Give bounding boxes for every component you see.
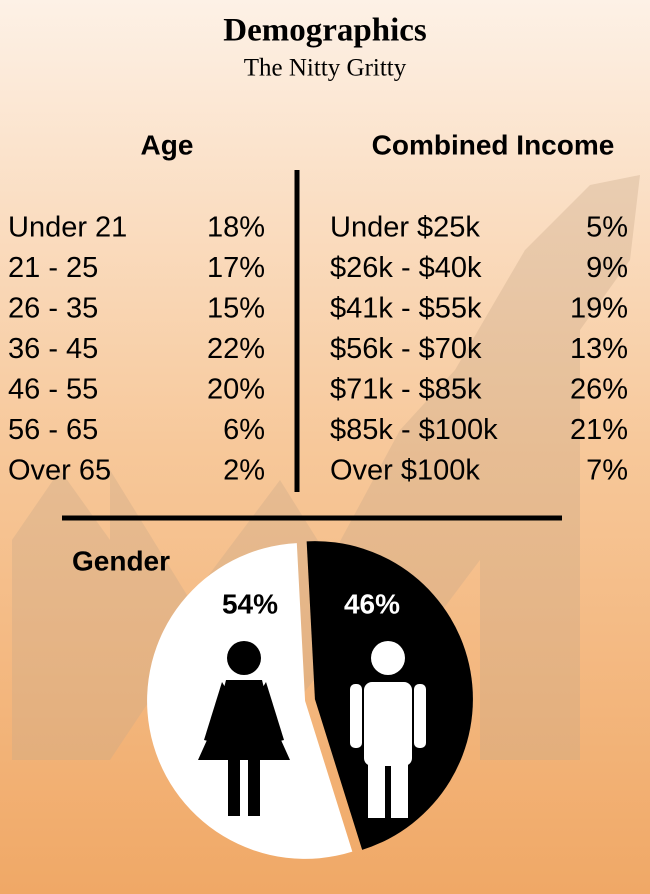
row-label: $85k - $100k bbox=[330, 414, 498, 446]
row-label: 36 - 45 bbox=[8, 333, 98, 365]
pie-label: 54% bbox=[222, 588, 278, 619]
subtitle: The Nitty Gritty bbox=[244, 55, 407, 82]
row-label: 21 - 25 bbox=[8, 252, 98, 284]
row-value: 22% bbox=[207, 333, 265, 365]
row-label: $26k - $40k bbox=[330, 252, 482, 284]
row-value: 15% bbox=[207, 293, 265, 325]
row-value: 7% bbox=[586, 455, 628, 487]
income-title: Combined Income bbox=[372, 129, 615, 160]
age-title: Age bbox=[141, 129, 194, 160]
row-label: $71k - $85k bbox=[330, 374, 482, 406]
row-value: 9% bbox=[586, 252, 628, 284]
row-value: 5% bbox=[586, 212, 628, 244]
row-value: 26% bbox=[570, 374, 628, 406]
row-label: Over 65 bbox=[8, 455, 111, 487]
row-value: 21% bbox=[570, 414, 628, 446]
row-label: 46 - 55 bbox=[8, 374, 98, 406]
row-value: 2% bbox=[223, 455, 265, 487]
title: Demographics bbox=[223, 13, 427, 49]
row-label: $56k - $70k bbox=[330, 333, 482, 365]
pie-label: 46% bbox=[344, 588, 400, 619]
tables: Under 21 18% 21 - 25 17% 26 - 35 15% 36 - 45 22… bbox=[8, 212, 628, 487]
row-value: 6% bbox=[223, 414, 265, 446]
row-label: $41k - $55k bbox=[330, 293, 482, 325]
row-value: 18% bbox=[207, 212, 265, 244]
row-label: 56 - 65 bbox=[8, 414, 98, 446]
gender-title: Gender bbox=[72, 545, 170, 576]
row-value: 13% bbox=[570, 333, 628, 365]
row-label: Under 21 bbox=[8, 212, 127, 244]
row-value: 17% bbox=[207, 252, 265, 284]
row-label: 26 - 35 bbox=[8, 293, 98, 325]
row-label: Under $25k bbox=[330, 212, 480, 244]
female-icon bbox=[198, 641, 290, 816]
row-label: Over $100k bbox=[330, 455, 480, 487]
row-value: 20% bbox=[207, 374, 265, 406]
row-value: 19% bbox=[570, 293, 628, 325]
male-icon bbox=[350, 641, 426, 818]
arrow-watermark bbox=[12, 175, 640, 760]
